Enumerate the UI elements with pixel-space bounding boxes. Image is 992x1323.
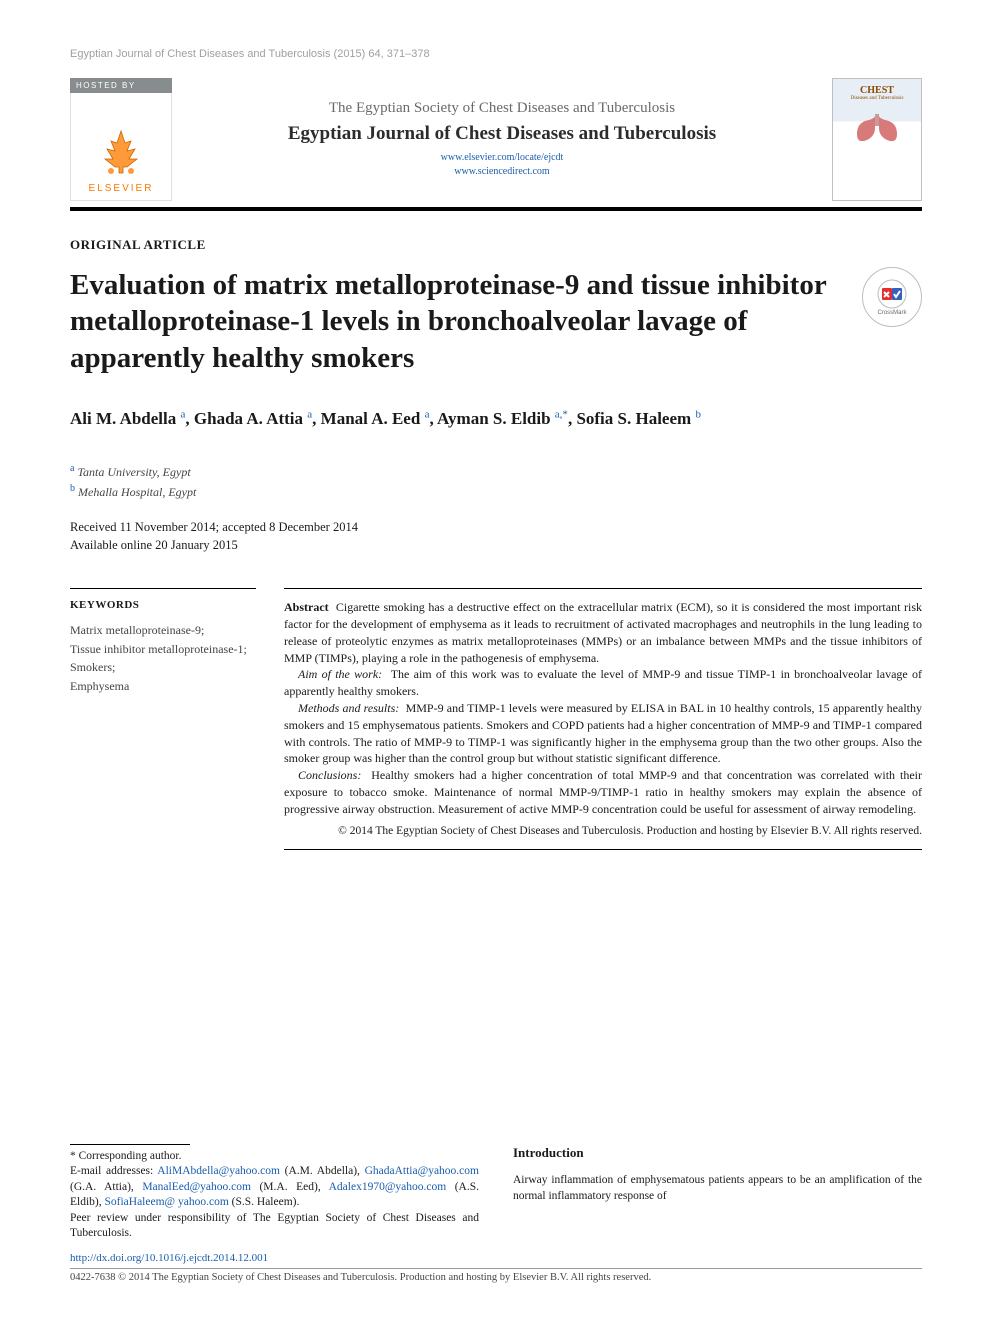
footer-zone: * Corresponding author. E-mail addresses…	[70, 1144, 922, 1283]
email-link[interactable]: SofiaHaleem@ yahoo.com	[105, 1196, 229, 1208]
running-head: Egyptian Journal of Chest Diseases and T…	[70, 48, 922, 60]
author-list: Ali M. Abdella a, Ghada A. Attia a, Mana…	[70, 406, 922, 432]
header-rule	[70, 207, 922, 211]
date-received-accepted: Received 11 November 2014; accepted 8 De…	[70, 519, 922, 537]
author: Ayman S. Eldib a,*	[437, 409, 568, 428]
keywords-heading: KEYWORDS	[70, 588, 256, 611]
abstract-label: Abstract	[284, 600, 329, 614]
cover-title: CHEST	[860, 85, 894, 96]
introduction-text: Airway inflammation of emphysematous pat…	[513, 1173, 922, 1204]
keywords-column: KEYWORDS Matrix metalloproteinase-9;Tiss…	[70, 588, 256, 850]
journal-meta: The Egyptian Society of Chest Diseases a…	[186, 78, 818, 201]
crossmark-label: CrossMark	[877, 310, 906, 316]
journal-link-sciencedirect[interactable]: www.sciencedirect.com	[454, 166, 549, 177]
abstract-conclusions-label: Conclusions:	[298, 768, 361, 782]
article-title: Evaluation of matrix metalloproteinase-9…	[70, 267, 842, 376]
elsevier-wordmark: ELSEVIER	[89, 183, 154, 194]
abstract-aim-label: Aim of the work:	[298, 667, 382, 681]
abstract-text: Abstract Cigarette smoking has a destruc…	[284, 599, 922, 839]
hosted-block: HOSTED BY ELSEVIER	[70, 78, 172, 201]
journal-name: Egyptian Journal of Chest Diseases and T…	[186, 123, 818, 145]
cover-subtitle: Diseases and Tuberculosis	[851, 96, 904, 102]
abstract-intro: Cigarette smoking has a destructive effe…	[284, 600, 922, 664]
affiliation: b Mehalla Hospital, Egypt	[70, 481, 922, 501]
header-band: HOSTED BY ELSEVIER The Egyptian Society …	[70, 78, 922, 201]
article-dates: Received 11 November 2014; accepted 8 De…	[70, 519, 922, 554]
keywords-list: Matrix metalloproteinase-9;Tissue inhibi…	[70, 621, 256, 695]
journal-link-locate[interactable]: www.elsevier.com/locate/ejcdt	[441, 152, 564, 163]
abstract-methods-label: Methods and results:	[298, 701, 399, 715]
corresponding-author: * Corresponding author.	[70, 1149, 479, 1165]
title-row: Evaluation of matrix metalloproteinase-9…	[70, 267, 922, 376]
footer-columns: * Corresponding author. E-mail addresses…	[70, 1144, 922, 1242]
journal-cover-thumbnail: CHEST Diseases and Tuberculosis	[832, 78, 922, 201]
footnote-rule	[70, 1144, 190, 1145]
abstract-row: KEYWORDS Matrix metalloproteinase-9;Tiss…	[70, 588, 922, 850]
author: Ghada A. Attia a	[194, 409, 312, 428]
cover-lungs-icon	[849, 114, 905, 154]
doi-line: http://dx.doi.org/10.1016/j.ejcdt.2014.1…	[70, 1252, 922, 1264]
date-online: Available online 20 January 2015	[70, 537, 922, 555]
doi-link[interactable]: http://dx.doi.org/10.1016/j.ejcdt.2014.1…	[70, 1252, 268, 1264]
crossmark-icon	[876, 278, 908, 310]
crossmark-badge[interactable]: CrossMark	[862, 267, 922, 327]
elsevier-logo-box: ELSEVIER	[70, 93, 172, 201]
author: Manal A. Eed a	[321, 409, 430, 428]
email-link[interactable]: GhadaAttia@yahoo.com	[365, 1165, 479, 1177]
email-link[interactable]: Adalex1970@yahoo.com	[329, 1181, 447, 1193]
footnotes-column: * Corresponding author. E-mail addresses…	[70, 1144, 479, 1242]
abstract-conclusions: Healthy smokers had a higher concentrati…	[284, 768, 922, 816]
journal-links: www.elsevier.com/locate/ejcdt www.scienc…	[186, 151, 818, 179]
abstract-copyright: © 2014 The Egyptian Society of Chest Dis…	[284, 824, 922, 840]
email-addresses: E-mail addresses: AliMAbdella@yahoo.com …	[70, 1164, 479, 1211]
peer-review-note: Peer review under responsibility of The …	[70, 1211, 479, 1242]
affiliation: a Tanta University, Egypt	[70, 461, 922, 481]
hosted-by-tag: HOSTED BY	[70, 78, 172, 93]
introduction-heading: Introduction	[513, 1144, 922, 1162]
introduction-column: Introduction Airway inflammation of emph…	[513, 1144, 922, 1242]
society-name: The Egyptian Society of Chest Diseases a…	[186, 100, 818, 117]
email-link[interactable]: AliMAbdella@yahoo.com	[157, 1165, 280, 1177]
abstract-column: Abstract Cigarette smoking has a destruc…	[284, 588, 922, 850]
author: Sofia S. Haleem b	[576, 409, 701, 428]
issn-line: 0422-7638 © 2014 The Egyptian Society of…	[70, 1268, 922, 1283]
affiliations: a Tanta University, Egyptb Mehalla Hospi…	[70, 461, 922, 501]
author: Ali M. Abdella a	[70, 409, 185, 428]
article-type: ORIGINAL ARTICLE	[70, 237, 922, 253]
elsevier-tree-icon	[93, 123, 149, 179]
email-link[interactable]: ManalEed@yahoo.com	[142, 1181, 251, 1193]
